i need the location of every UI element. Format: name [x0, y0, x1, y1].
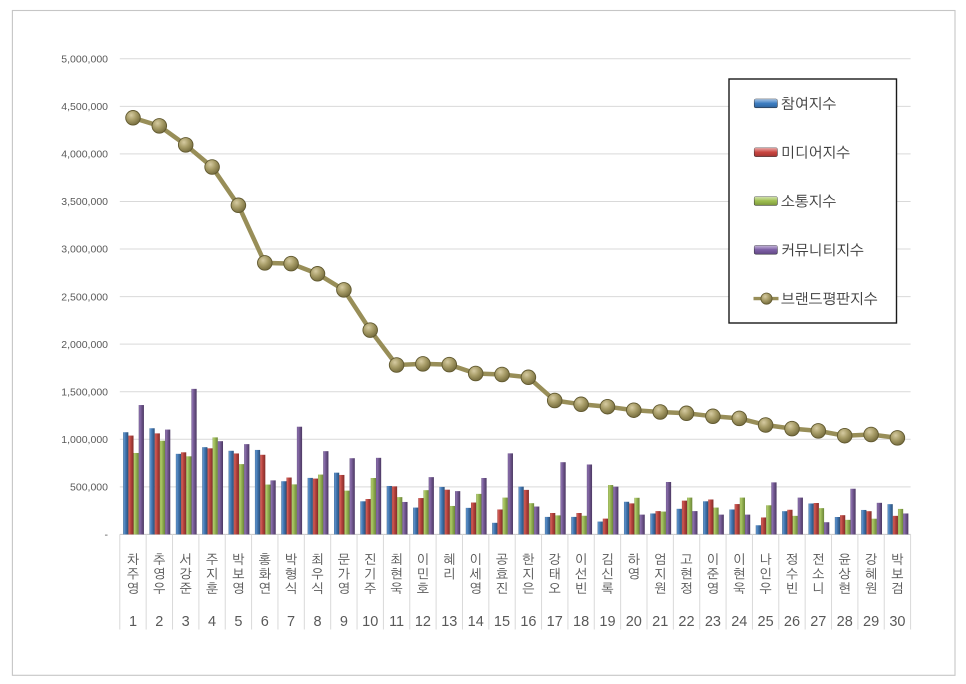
svg-text:27: 27 — [810, 614, 826, 630]
svg-text:6: 6 — [261, 614, 269, 630]
svg-text:20: 20 — [626, 614, 642, 630]
svg-text:12: 12 — [415, 614, 431, 630]
svg-text:21: 21 — [652, 614, 668, 630]
svg-text:19: 19 — [599, 614, 615, 630]
svg-text:2,000,000: 2,000,000 — [61, 339, 108, 351]
svg-text:11: 11 — [389, 614, 404, 630]
svg-text:500,000: 500,000 — [70, 482, 108, 494]
svg-text:8: 8 — [313, 614, 321, 630]
svg-text:1,500,000: 1,500,000 — [61, 386, 108, 398]
svg-text:26: 26 — [784, 614, 800, 630]
svg-text:5: 5 — [234, 614, 242, 630]
svg-text:25: 25 — [758, 614, 774, 630]
svg-text:3: 3 — [182, 614, 190, 630]
svg-text:29: 29 — [863, 614, 879, 630]
svg-text:4: 4 — [208, 614, 216, 630]
svg-text:15: 15 — [494, 614, 510, 630]
svg-text:10: 10 — [362, 614, 378, 630]
svg-text:1,000,000: 1,000,000 — [61, 434, 108, 446]
svg-text:3,000,000: 3,000,000 — [61, 244, 108, 256]
svg-text:23: 23 — [705, 614, 721, 630]
svg-text:4,500,000: 4,500,000 — [61, 101, 108, 113]
svg-text:2,500,000: 2,500,000 — [61, 291, 108, 303]
svg-text:13: 13 — [441, 614, 457, 630]
svg-text:28: 28 — [837, 614, 853, 630]
svg-text:4,000,000: 4,000,000 — [61, 149, 108, 161]
svg-text:7: 7 — [287, 614, 295, 630]
svg-text:18: 18 — [573, 614, 589, 630]
svg-text:3,500,000: 3,500,000 — [61, 196, 108, 208]
svg-text:17: 17 — [547, 614, 563, 630]
svg-text:1: 1 — [129, 614, 137, 630]
svg-text:14: 14 — [468, 614, 484, 630]
svg-text:16: 16 — [520, 614, 536, 630]
svg-text:2: 2 — [155, 614, 163, 630]
svg-text:-: - — [105, 529, 109, 541]
svg-text:22: 22 — [678, 614, 694, 630]
svg-text:24: 24 — [731, 614, 747, 630]
svg-text:30: 30 — [889, 614, 905, 630]
svg-text:5,000,000: 5,000,000 — [61, 54, 108, 66]
svg-text:9: 9 — [340, 614, 348, 630]
